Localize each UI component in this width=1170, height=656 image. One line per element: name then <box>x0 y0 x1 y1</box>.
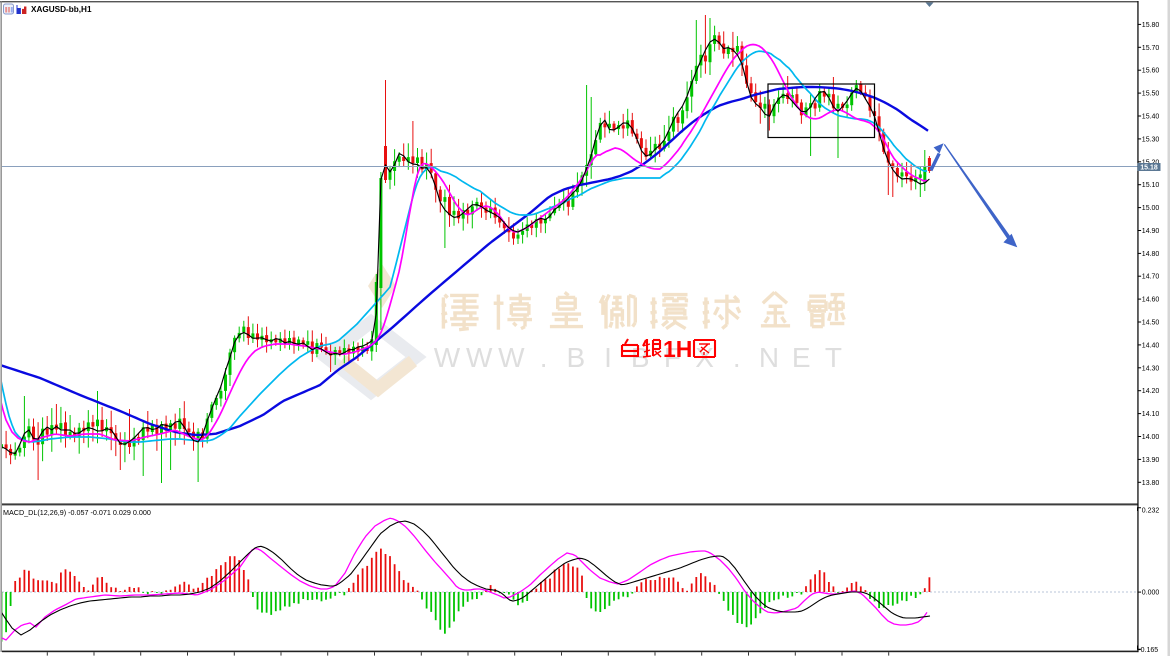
svg-text:15.18: 15.18 <box>1140 165 1158 172</box>
svg-text:-0.165: -0.165 <box>1138 647 1158 654</box>
svg-text:13.90: 13.90 <box>1142 457 1160 464</box>
svg-text:W: W <box>434 342 461 373</box>
svg-text:14.30: 14.30 <box>1142 365 1160 372</box>
svg-text:1H: 1H <box>663 336 692 362</box>
svg-text:T: T <box>825 342 842 373</box>
svg-text:14.70: 14.70 <box>1142 274 1160 281</box>
svg-text:14.80: 14.80 <box>1142 251 1160 258</box>
svg-text:W: W <box>466 342 493 373</box>
svg-text:E: E <box>792 342 811 373</box>
svg-text:15.30: 15.30 <box>1142 136 1160 143</box>
svg-text:15.20: 15.20 <box>1142 159 1160 166</box>
svg-text:0.232: 0.232 <box>1142 508 1160 515</box>
svg-text:14.10: 14.10 <box>1142 411 1160 418</box>
svg-text:15.60: 15.60 <box>1142 68 1160 75</box>
svg-text:13.80: 13.80 <box>1142 480 1160 487</box>
svg-text:.: . <box>540 342 548 373</box>
svg-text:.: . <box>733 342 741 373</box>
svg-text:N: N <box>759 342 779 373</box>
svg-text:14.20: 14.20 <box>1142 388 1160 395</box>
svg-text:F: F <box>664 342 681 373</box>
svg-text:14.60: 14.60 <box>1142 297 1160 304</box>
svg-text:15.40: 15.40 <box>1142 114 1160 121</box>
svg-text:B: B <box>631 342 650 373</box>
svg-text:MACD_DL(12,26,9) -0.057 -0.071: MACD_DL(12,26,9) -0.057 -0.071 0.029 0.0… <box>3 508 151 517</box>
svg-text:W: W <box>498 342 525 373</box>
svg-text:15.10: 15.10 <box>1142 182 1160 189</box>
svg-text:B: B <box>566 342 585 373</box>
svg-text:15.70: 15.70 <box>1142 45 1160 52</box>
svg-text:15.50: 15.50 <box>1142 91 1160 98</box>
svg-text:I: I <box>604 342 612 373</box>
svg-text:14.00: 14.00 <box>1142 434 1160 441</box>
svg-text:14.40: 14.40 <box>1142 342 1160 349</box>
svg-text:XAGUSD-bb,H1: XAGUSD-bb,H1 <box>31 5 92 14</box>
svg-text:15.00: 15.00 <box>1142 205 1160 212</box>
svg-text:14.90: 14.90 <box>1142 228 1160 235</box>
svg-text:0.000: 0.000 <box>1142 590 1160 597</box>
svg-text:15.80: 15.80 <box>1142 22 1160 29</box>
svg-text:14.50: 14.50 <box>1142 320 1160 327</box>
